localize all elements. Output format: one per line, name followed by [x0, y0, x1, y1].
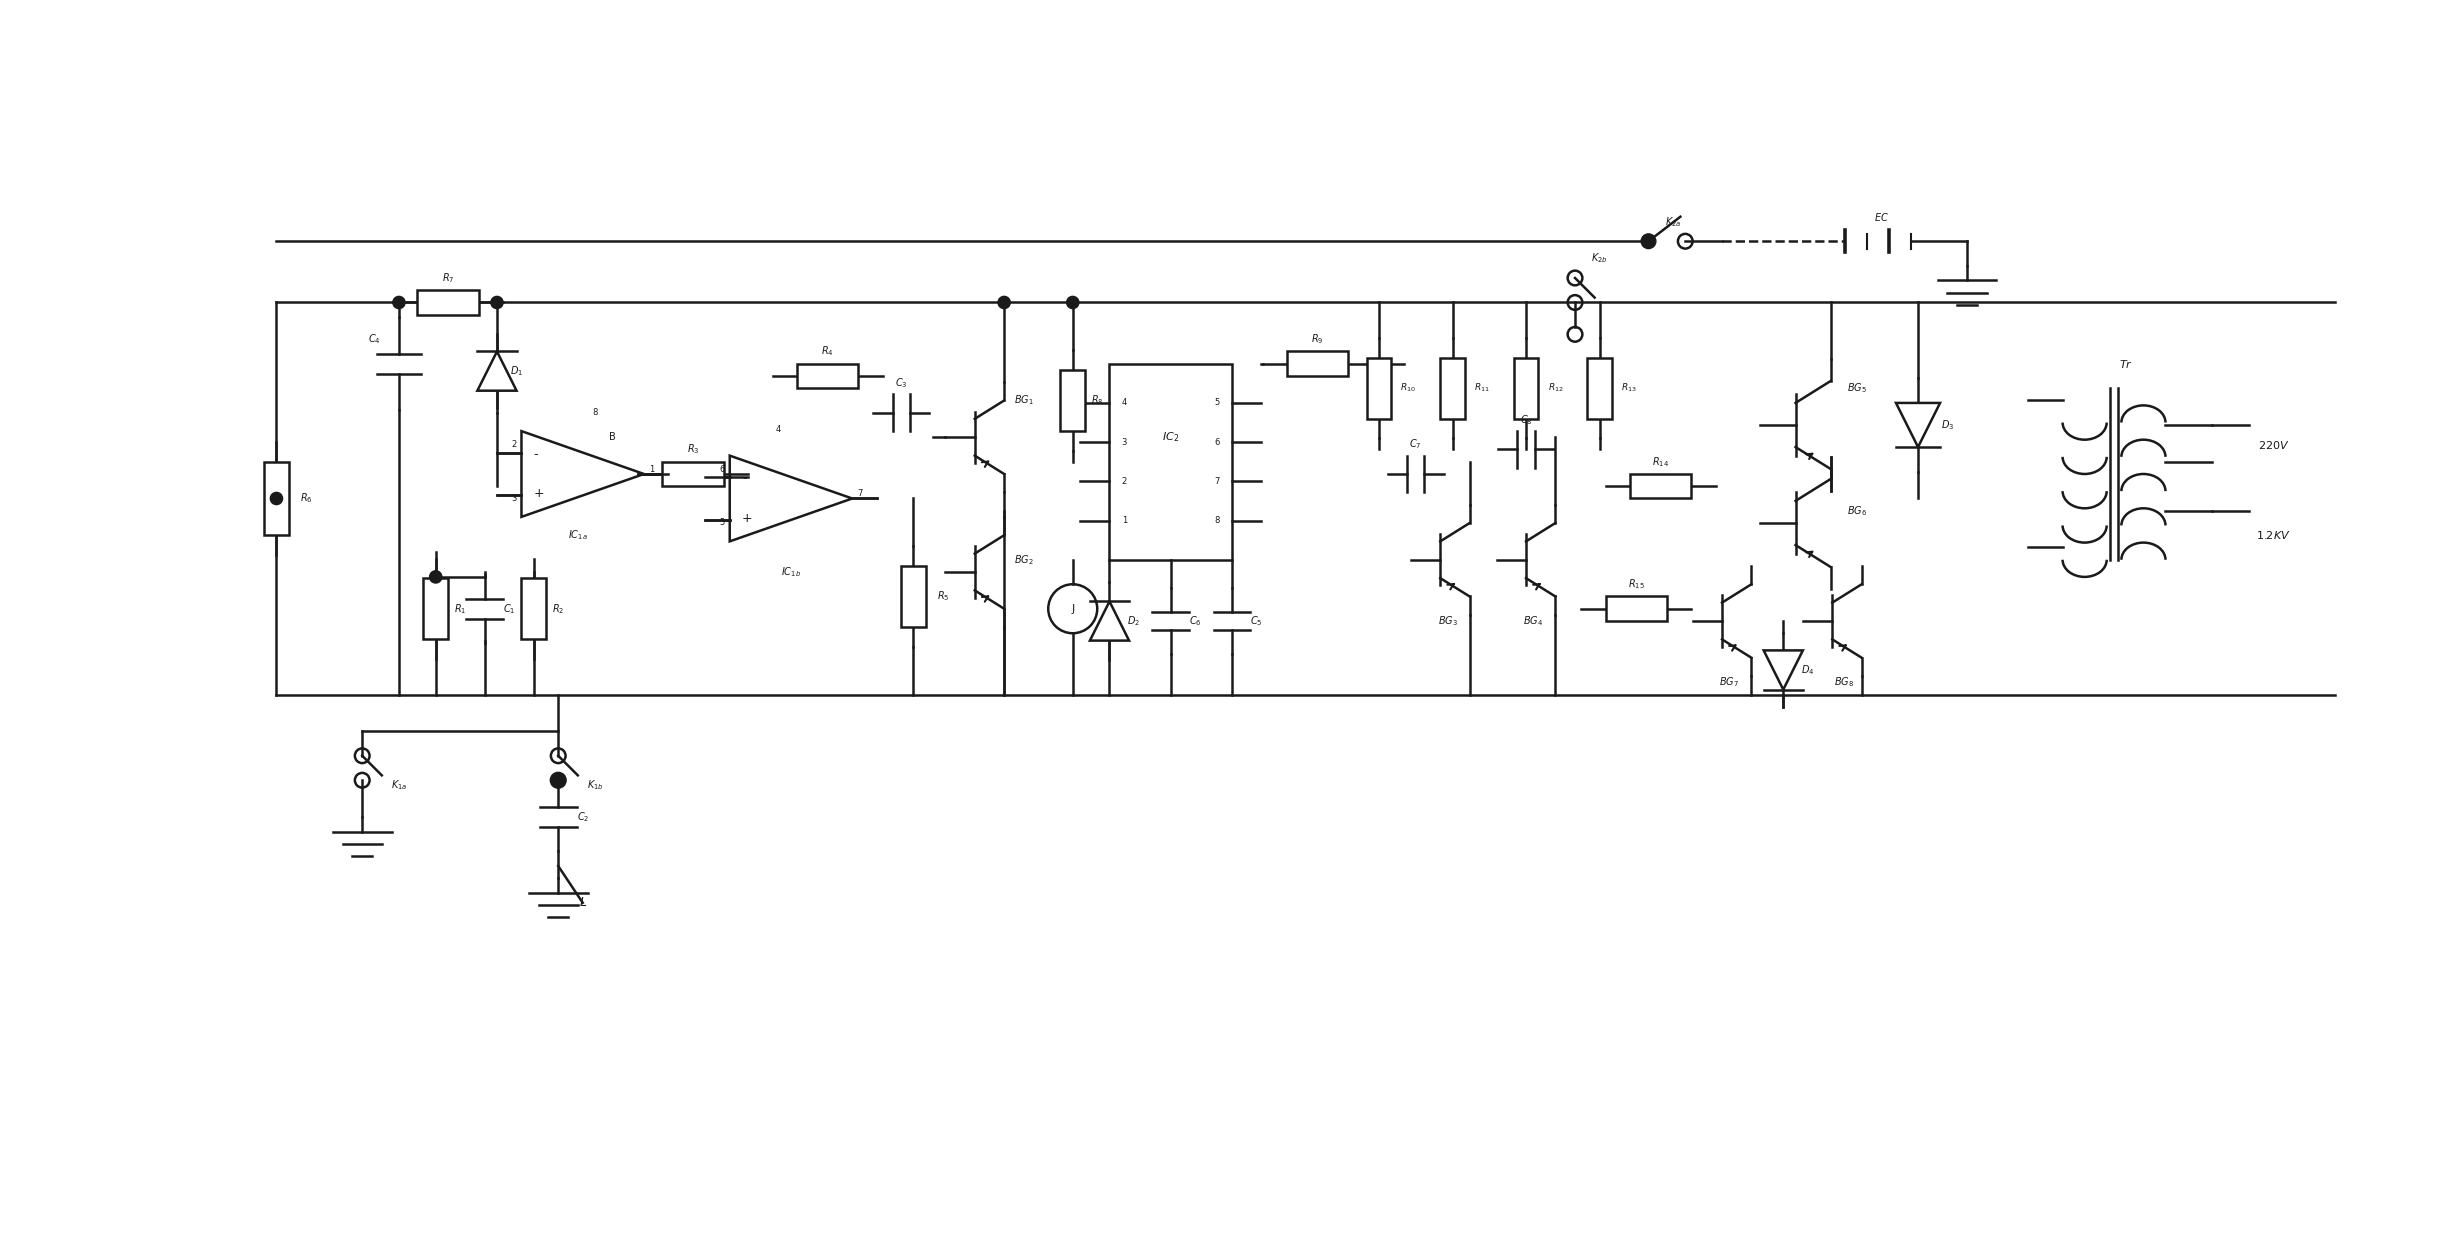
Text: 5: 5 — [1215, 399, 1220, 407]
Text: $BG_3$: $BG_3$ — [1437, 614, 1459, 628]
Text: $BG_6$: $BG_6$ — [1846, 504, 1868, 518]
Text: $D_2$: $D_2$ — [1129, 614, 1141, 628]
Text: $R_{12}$: $R_{12}$ — [1547, 383, 1562, 395]
Text: $D_3$: $D_3$ — [1942, 419, 1954, 432]
Bar — [1441, 358, 1464, 419]
Text: 6: 6 — [1215, 437, 1220, 447]
Text: $BG_7$: $BG_7$ — [1720, 676, 1740, 689]
Text: $IC_{1a}$: $IC_{1a}$ — [569, 528, 589, 543]
Text: $L$: $L$ — [579, 897, 586, 909]
Circle shape — [429, 571, 441, 582]
Text: $BG_4$: $BG_4$ — [1523, 614, 1542, 628]
Text: 1: 1 — [648, 465, 653, 473]
Text: $C_3$: $C_3$ — [894, 376, 907, 390]
Text: 8: 8 — [1215, 515, 1220, 525]
Bar — [1607, 596, 1666, 621]
Text: 2: 2 — [1121, 477, 1126, 486]
Text: $R_2$: $R_2$ — [552, 602, 564, 616]
Text: $D_4$: $D_4$ — [1801, 663, 1814, 677]
Text: $R_{15}$: $R_{15}$ — [1629, 578, 1643, 591]
Circle shape — [1067, 297, 1079, 308]
Text: +: + — [535, 487, 545, 501]
Text: -: - — [742, 472, 747, 486]
Text: $R_3$: $R_3$ — [687, 442, 700, 456]
Text: $R_{13}$: $R_{13}$ — [1621, 383, 1636, 395]
Text: $K_{1a}$: $K_{1a}$ — [392, 779, 407, 792]
Bar — [1286, 351, 1348, 376]
Text: 7: 7 — [1215, 477, 1220, 486]
Text: $R_{14}$: $R_{14}$ — [1653, 455, 1668, 468]
Polygon shape — [1764, 651, 1804, 689]
Text: $C_1$: $C_1$ — [503, 602, 515, 616]
Text: $BG_5$: $BG_5$ — [1848, 381, 1868, 395]
Text: $R_4$: $R_4$ — [821, 344, 835, 359]
Text: $C_6$: $C_6$ — [1190, 614, 1202, 628]
Text: $C_2$: $C_2$ — [577, 810, 589, 823]
Text: -: - — [535, 448, 537, 461]
Text: $BG_8$: $BG_8$ — [1836, 676, 1855, 689]
Text: 4: 4 — [776, 426, 781, 435]
Text: $C_8$: $C_8$ — [1520, 414, 1533, 427]
Text: $K_{2b}$: $K_{2b}$ — [1592, 251, 1609, 266]
Text: $IC_{1b}$: $IC_{1b}$ — [781, 565, 801, 579]
Circle shape — [392, 297, 404, 308]
Text: $R_6$: $R_6$ — [301, 492, 313, 505]
Text: $Tr$: $Tr$ — [2119, 358, 2134, 370]
Bar — [798, 364, 857, 389]
Polygon shape — [1089, 601, 1129, 641]
Text: $D_1$: $D_1$ — [510, 364, 522, 378]
Text: 4: 4 — [1121, 399, 1126, 407]
Text: $EC$: $EC$ — [1873, 211, 1890, 222]
Text: 6: 6 — [719, 465, 724, 473]
Bar — [522, 578, 547, 640]
Text: $R_{10}$: $R_{10}$ — [1400, 383, 1417, 395]
Text: $1.2KV$: $1.2KV$ — [2257, 529, 2292, 542]
Bar — [1368, 358, 1392, 419]
Text: 3: 3 — [513, 494, 517, 503]
Bar — [1060, 370, 1084, 431]
Bar — [264, 462, 288, 535]
Bar — [902, 566, 926, 627]
Text: $K_{1b}$: $K_{1b}$ — [586, 779, 604, 792]
Text: $220V$: $220V$ — [2257, 438, 2289, 451]
Text: $R_9$: $R_9$ — [1311, 333, 1323, 347]
Text: 5: 5 — [719, 518, 724, 528]
Polygon shape — [478, 351, 517, 391]
Bar — [1109, 364, 1232, 560]
Text: $BG_2$: $BG_2$ — [1013, 553, 1032, 566]
Text: $R_7$: $R_7$ — [441, 271, 453, 284]
Circle shape — [552, 774, 564, 786]
Text: $R_5$: $R_5$ — [936, 590, 949, 604]
Polygon shape — [1895, 402, 1939, 447]
Bar — [416, 291, 478, 314]
Bar — [1587, 358, 1611, 419]
Bar — [1631, 474, 1690, 498]
Text: 1: 1 — [1121, 515, 1126, 525]
Text: 3: 3 — [1121, 437, 1126, 447]
Circle shape — [490, 297, 503, 308]
Bar — [1513, 358, 1538, 419]
Text: +: + — [742, 512, 752, 524]
Text: $C_7$: $C_7$ — [1409, 437, 1422, 452]
Text: $R_1$: $R_1$ — [453, 602, 466, 616]
Text: 7: 7 — [857, 489, 862, 498]
Circle shape — [998, 297, 1010, 308]
Circle shape — [552, 774, 564, 786]
Text: $BG_1$: $BG_1$ — [1013, 394, 1035, 407]
Text: $R_8$: $R_8$ — [1092, 394, 1104, 407]
Text: $C_5$: $C_5$ — [1249, 614, 1262, 628]
Bar — [663, 462, 724, 487]
Text: J: J — [1072, 604, 1074, 614]
Text: 2: 2 — [513, 440, 517, 450]
Text: $R_{11}$: $R_{11}$ — [1473, 383, 1491, 395]
Circle shape — [271, 492, 283, 504]
Text: $C_4$: $C_4$ — [367, 333, 382, 347]
Circle shape — [1641, 233, 1656, 248]
Text: B: B — [609, 432, 616, 442]
Text: 8: 8 — [591, 409, 599, 417]
Text: $K_{2a}$: $K_{2a}$ — [1666, 215, 1680, 229]
Bar — [424, 578, 448, 640]
Text: $IC_2$: $IC_2$ — [1163, 430, 1180, 445]
